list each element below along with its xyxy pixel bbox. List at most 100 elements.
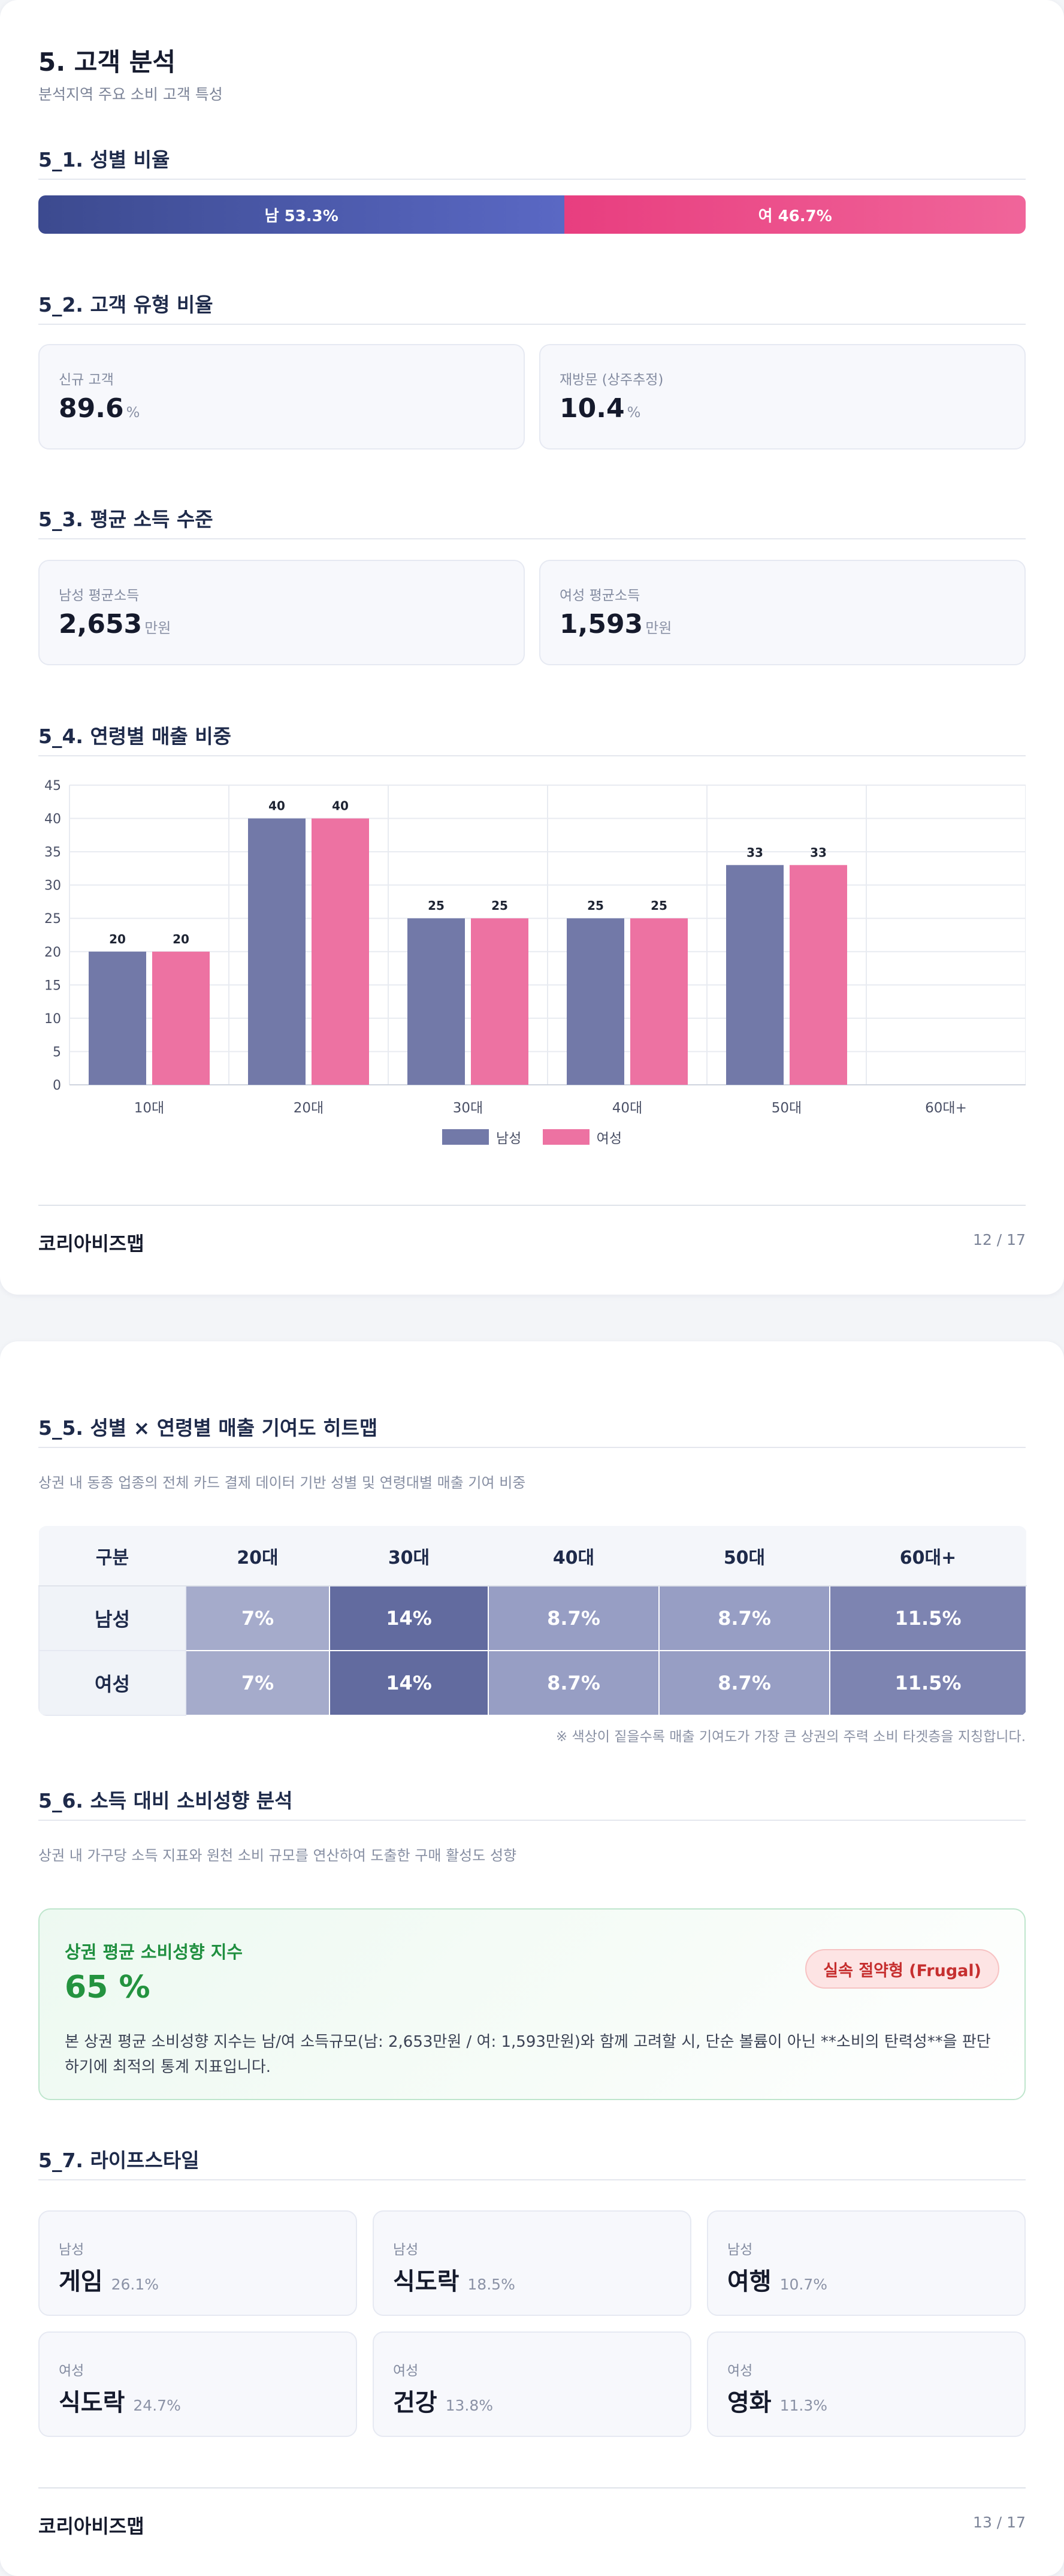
y-tick-label: 10	[44, 1012, 61, 1027]
lifestyle-gender: 여성	[59, 2363, 84, 2379]
heatmap-note: ※ 색상이 짙을수록 매출 기여도가 가장 큰 상권의 주력 소비 타겟층을 지…	[555, 1729, 1026, 1745]
bar-male	[726, 865, 784, 1085]
heatmap-cell: 11.5%	[829, 1585, 1027, 1651]
card-value: 1,593 만원	[560, 609, 672, 640]
heatmap-table: 구분 20대 30대 40대 50대 60대+ 남성 7% 14% 8.7% 8…	[38, 1526, 1027, 1716]
heatmap-row-female: 여성 7% 14% 8.7% 8.7% 11.5%	[38, 1650, 1027, 1716]
new-customer-card: 신규 고객 89.6%	[38, 344, 525, 450]
lifestyle-gender: 남성	[59, 2242, 84, 2258]
heatmap-cell: 8.7%	[488, 1585, 660, 1651]
lifestyle-gender: 여성	[727, 2363, 753, 2379]
card-label: 여성 평균소득	[560, 588, 640, 604]
heatmap-header-row: 구분 20대 30대 40대 50대 60대+	[39, 1526, 1026, 1586]
y-tick-label: 0	[53, 1078, 61, 1093]
lifestyle-category: 여행 10.7%	[727, 2268, 828, 2296]
heatmap-description: 상권 내 동종 업종의 전체 카드 결제 데이터 기반 성별 및 연령대별 매출…	[38, 1474, 526, 1491]
bar-value-label: 33	[746, 845, 763, 859]
page-title: 5. 고객 분석	[38, 47, 176, 77]
section-gender-ratio: 5_1. 성별 비율	[38, 140, 1026, 180]
card-value: 2,653 만원	[59, 609, 171, 640]
heatmap-cell: 8.7%	[658, 1650, 830, 1716]
section-heading: 5_5. 성별 × 연령별 매출 기여도 히트맵	[38, 1416, 378, 1440]
x-tick-label: 20대	[294, 1100, 324, 1115]
lifestyle-card: 남성 여행 10.7%	[707, 2210, 1026, 2316]
y-tick-label: 40	[44, 812, 61, 827]
heatmap-cell: 8.7%	[658, 1585, 830, 1651]
column-header: 40대	[488, 1526, 659, 1586]
x-tick-label: 60대+	[925, 1100, 967, 1115]
propensity-card: 상권 평균 소비성향 지수 65 % 실속 절약형 (Frugal) 본 상권 …	[38, 1908, 1026, 2100]
bar-value-label: 40	[268, 799, 285, 813]
lifestyle-category: 영화 11.3%	[727, 2389, 828, 2417]
page-number: 12 / 17	[973, 1231, 1026, 1248]
propensity-explanation: 본 상권 평균 소비성향 지수는 남/여 소득규모(남: 2,653만원 / 여…	[65, 2033, 991, 2076]
page-footer: 코리아비즈맵 13 / 17	[38, 2487, 1026, 2538]
bar-value-label: 25	[428, 898, 445, 913]
male-share-segment: 남 53.3%	[38, 195, 565, 234]
bar-female	[630, 918, 688, 1085]
section-heading: 5_7. 라이프스타일	[38, 2149, 200, 2172]
bar-male	[89, 951, 146, 1085]
bar-value-label: 40	[332, 799, 349, 813]
propensity-title: 상권 평균 소비성향 지수	[65, 1942, 243, 1962]
section-age-sales: 5_4. 연령별 매출 비중	[38, 717, 1026, 756]
male-income-card: 남성 평균소득 2,653 만원	[38, 560, 525, 665]
bar-female	[152, 951, 210, 1085]
lifestyle-category: 식도락 24.7%	[59, 2389, 181, 2417]
bar-male	[407, 918, 465, 1085]
x-tick-label: 50대	[772, 1100, 802, 1115]
section-income: 5_3. 평균 소득 수준	[38, 500, 1026, 539]
report-page-12: 5. 고객 분석 분석지역 주요 소비 고객 특성 5_1. 성별 비율 남 5…	[0, 0, 1064, 1295]
bar-value-label: 25	[651, 898, 667, 913]
bar-value-label: 33	[810, 845, 827, 859]
heatmap-cell: 14%	[329, 1585, 489, 1651]
card-label: 신규 고객	[59, 372, 114, 388]
brand-name: 코리아비즈맵	[38, 1232, 144, 1255]
lifestyle-category: 건강 13.8%	[393, 2389, 494, 2417]
bar-value-label: 25	[491, 898, 508, 913]
heatmap-cell: 7%	[185, 1585, 330, 1651]
y-tick-label: 5	[53, 1045, 61, 1060]
bar-male	[248, 818, 306, 1085]
lifestyle-card: 남성 식도락 18.5%	[373, 2210, 691, 2316]
report-page-13: 5_5. 성별 × 연령별 매출 기여도 히트맵 상권 내 동종 업종의 전체 …	[0, 1341, 1064, 2576]
heatmap-row-male: 남성 7% 14% 8.7% 8.7% 11.5%	[38, 1585, 1027, 1651]
bar-value-label: 20	[109, 932, 126, 946]
section-lifestyle: 5_7. 라이프스타일	[38, 2141, 1026, 2180]
female-income-card: 여성 평균소득 1,593 만원	[539, 560, 1026, 665]
propensity-type-badge: 실속 절약형 (Frugal)	[805, 1949, 999, 1989]
page-footer: 코리아비즈맵 12 / 17	[38, 1205, 1026, 1255]
heatmap-cell: 11.5%	[829, 1650, 1027, 1716]
y-tick-label: 30	[44, 879, 61, 894]
y-tick-label: 15	[44, 978, 61, 993]
y-tick-label: 20	[44, 945, 61, 960]
column-header: 20대	[186, 1526, 330, 1586]
card-label: 재방문 (상주추정)	[560, 372, 664, 388]
bar-male	[567, 918, 624, 1085]
lifestyle-gender: 여성	[393, 2363, 419, 2379]
section-heading: 5_1. 성별 비율	[38, 148, 170, 171]
bar-female	[471, 918, 528, 1085]
section-customer-type: 5_2. 고객 유형 비율	[38, 285, 1026, 325]
y-tick-label: 25	[44, 912, 61, 927]
heatmap-cell: 7%	[185, 1650, 330, 1716]
column-header: 30대	[330, 1526, 488, 1586]
lifestyle-gender: 남성	[727, 2242, 753, 2258]
card-value: 10.4%	[560, 393, 641, 424]
page-subtitle: 분석지역 주요 소비 고객 특성	[38, 86, 223, 103]
x-tick-label: 40대	[612, 1100, 642, 1115]
section-heading: 5_3. 평균 소득 수준	[38, 508, 213, 531]
column-header: 60대+	[830, 1526, 1026, 1586]
bar-value-label: 20	[173, 932, 189, 946]
legend-item-male: 남성	[442, 1127, 521, 1147]
bar-value-label: 25	[587, 898, 604, 913]
bar-female	[790, 865, 847, 1085]
bar-female	[312, 818, 369, 1085]
lifestyle-card: 여성 식도락 24.7%	[38, 2331, 357, 2437]
lifestyle-card: 여성 건강 13.8%	[373, 2331, 691, 2437]
section-heading: 5_2. 고객 유형 비율	[38, 293, 213, 316]
x-tick-label: 30대	[453, 1100, 483, 1115]
card-value: 89.6%	[59, 393, 140, 424]
heatmap-cell: 8.7%	[488, 1650, 660, 1716]
lifestyle-gender: 남성	[393, 2242, 419, 2258]
